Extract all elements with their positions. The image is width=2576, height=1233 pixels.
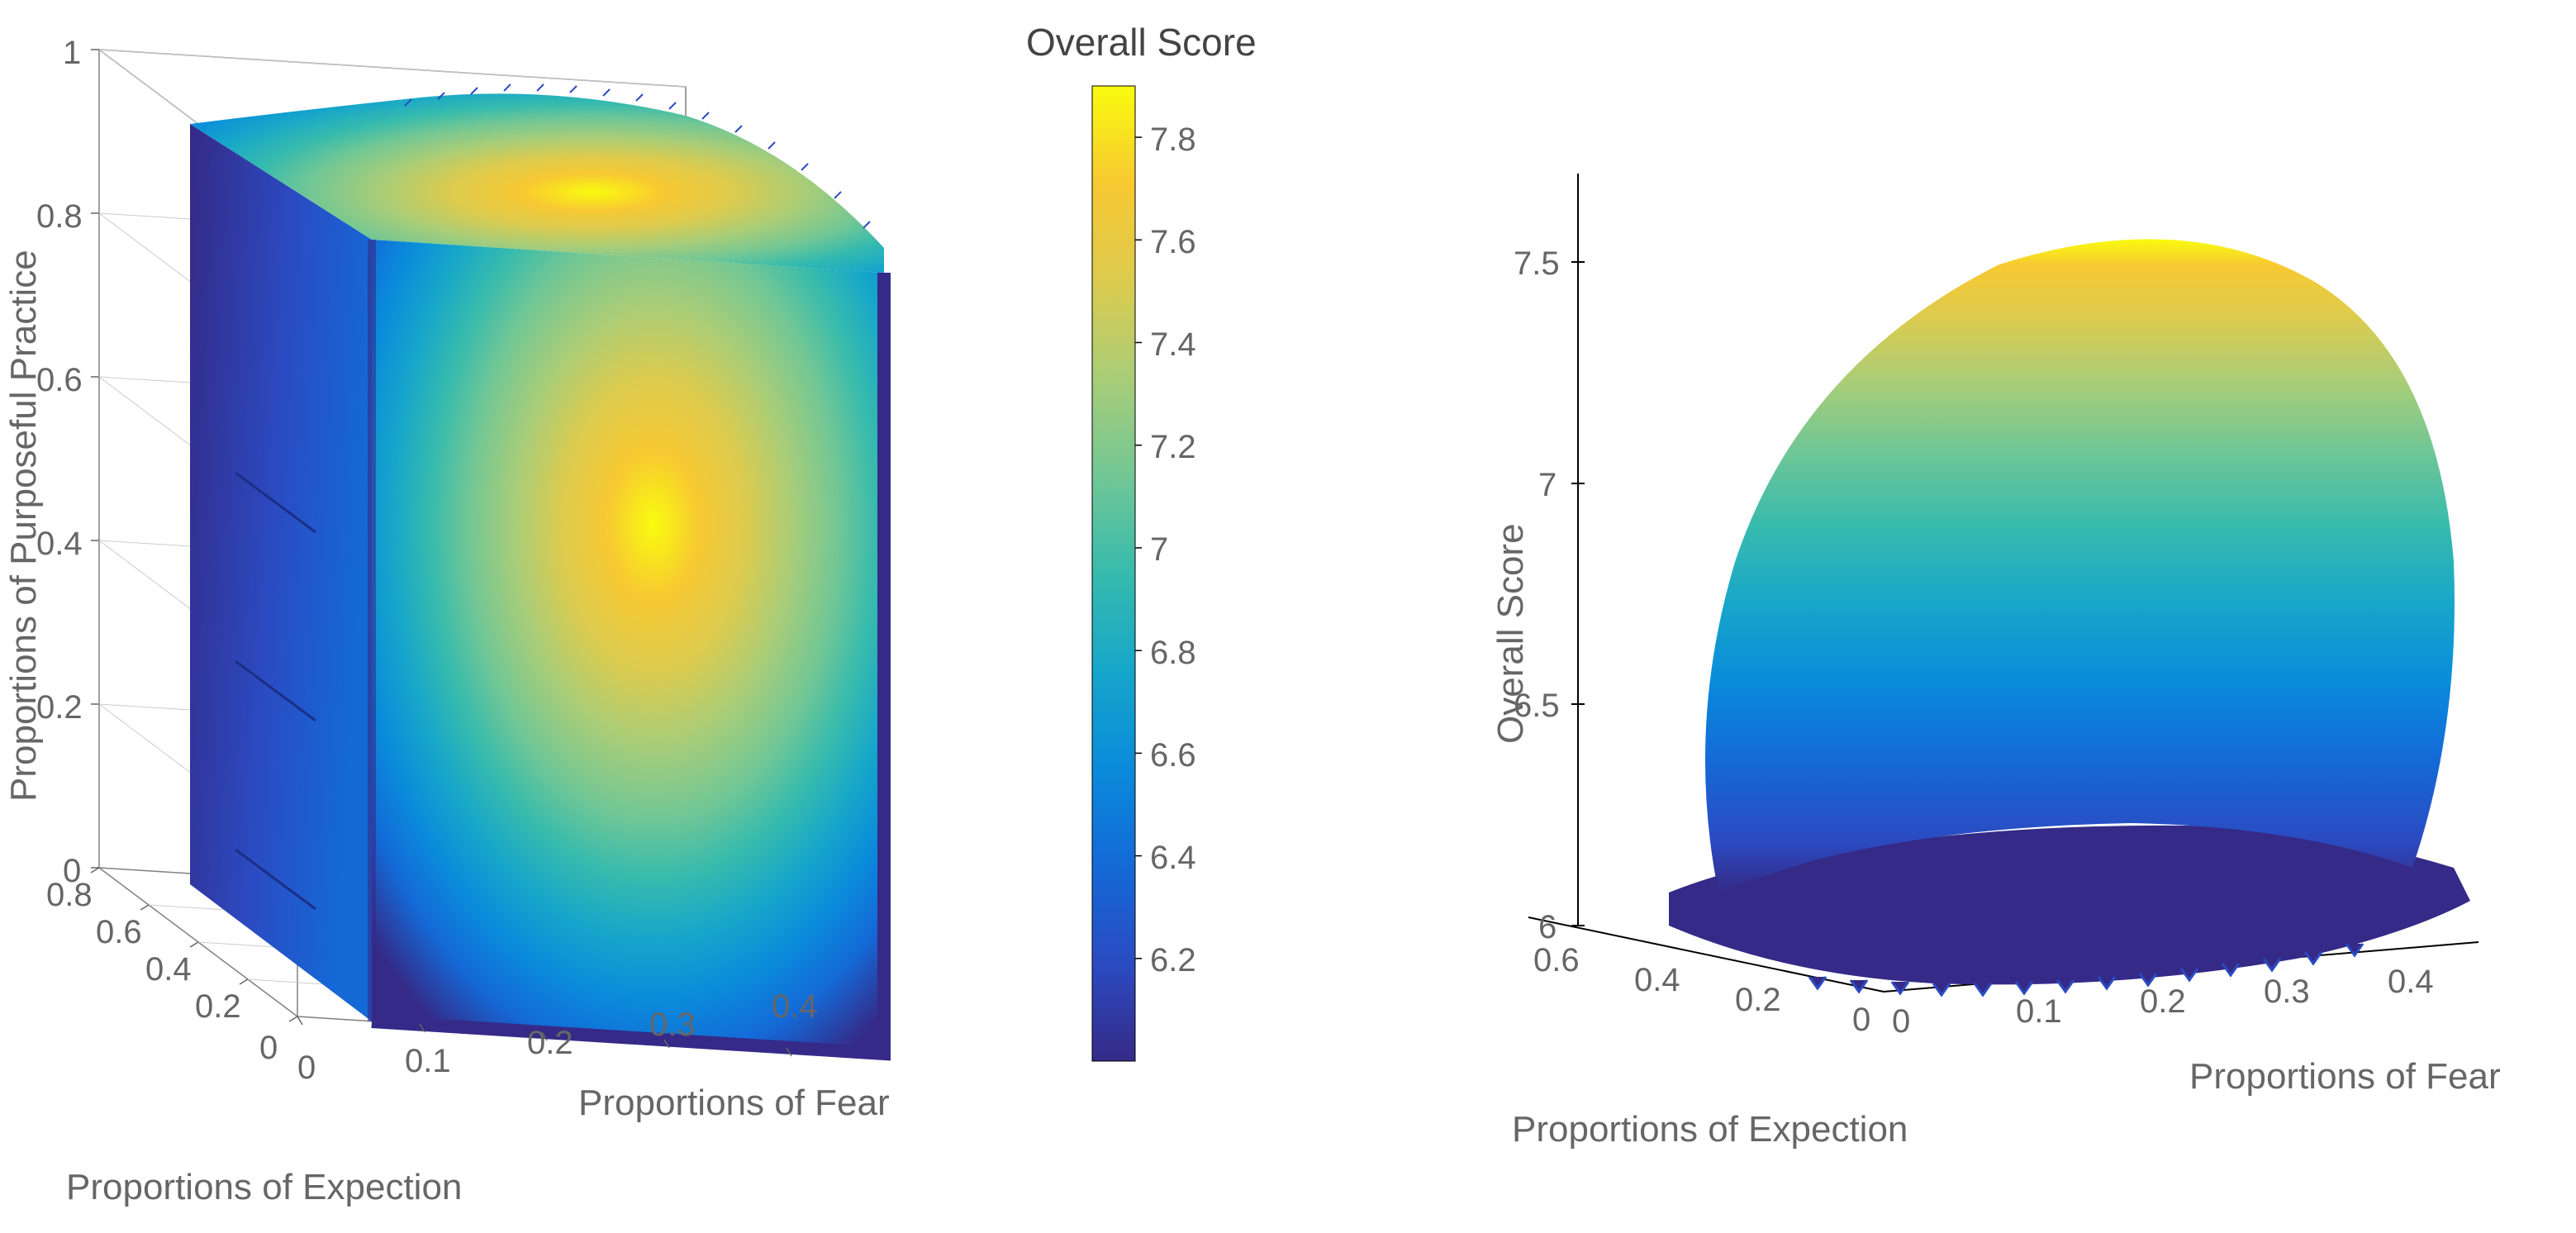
panel-right-svg bbox=[1421, 99, 2545, 1173]
cbar-tick-7p8: 7.8 bbox=[1150, 121, 1196, 159]
right-xtick-0p1: 0.1 bbox=[2016, 993, 2062, 1031]
right-xtick-0p2: 0.2 bbox=[2140, 983, 2186, 1021]
left-xtick-0p1: 0.1 bbox=[405, 1043, 451, 1080]
left-ytick-0p4: 0.4 bbox=[145, 951, 192, 988]
cbar-tick-6p2: 6.2 bbox=[1150, 942, 1196, 979]
left-ztick-1: 1 bbox=[63, 35, 81, 72]
right-ytick-0: 0 bbox=[1852, 1002, 1870, 1039]
panel-right: 6 6.5 7 7.5 0 0.2 0.4 0.6 0 0.1 0.2 0.3 … bbox=[1421, 99, 2545, 1173]
cbar-tick-7p6: 7.6 bbox=[1150, 224, 1196, 261]
left-ytick-0p2: 0.2 bbox=[195, 988, 241, 1026]
cbar-tick-7: 7 bbox=[1150, 531, 1168, 569]
left-volume bbox=[190, 84, 884, 1054]
left-xtick-0: 0 bbox=[297, 1050, 316, 1087]
left-xtick-0p4: 0.4 bbox=[772, 988, 818, 1026]
colorbar-panel: Overall Score bbox=[1084, 36, 1299, 1127]
right-ztick-7: 7 bbox=[1538, 467, 1557, 504]
cbar-tick-7p2: 7.2 bbox=[1150, 429, 1196, 466]
right-ytick-0p4: 0.4 bbox=[1634, 962, 1680, 999]
cbar-tick-6p8: 6.8 bbox=[1150, 635, 1196, 672]
right-xtick-0: 0 bbox=[1892, 1003, 1910, 1040]
left-zlabel: Proportions of Purposeful Practice bbox=[3, 250, 45, 802]
right-ylabel: Proportions of Expection bbox=[1512, 1109, 1908, 1150]
left-ztick-0p8: 0.8 bbox=[36, 198, 83, 236]
right-ytick-0p2: 0.2 bbox=[1735, 982, 1781, 1019]
colorbar-title: Overall Score bbox=[1026, 20, 1257, 64]
figure-root: 0 0.2 0.4 0.6 0.8 1 0 0.2 0.4 0.6 0.8 0 … bbox=[0, 0, 2576, 1233]
right-xlabel: Proportions of Fear bbox=[2189, 1056, 2501, 1097]
left-xtick-0p3: 0.3 bbox=[649, 1007, 696, 1044]
left-ytick-0: 0 bbox=[259, 1030, 278, 1067]
left-ytick-0p8: 0.8 bbox=[46, 877, 93, 914]
right-ztick-7p5: 7.5 bbox=[1514, 245, 1560, 283]
cbar-tick-7p4: 7.4 bbox=[1150, 326, 1196, 364]
right-surface bbox=[1669, 239, 2470, 995]
right-ytick-0p6: 0.6 bbox=[1533, 942, 1580, 979]
cbar-tick-6p4: 6.4 bbox=[1150, 840, 1196, 877]
left-xlabel: Proportions of Fear bbox=[578, 1083, 890, 1124]
cbar-tick-6p6: 6.6 bbox=[1150, 737, 1196, 774]
right-ztick-6: 6 bbox=[1538, 909, 1557, 946]
left-xtick-0p2: 0.2 bbox=[527, 1025, 573, 1062]
left-ylabel: Proportions of Expection bbox=[66, 1167, 462, 1208]
right-xtick-0p4: 0.4 bbox=[2388, 964, 2434, 1001]
panel-left: 0 0.2 0.4 0.6 0.8 1 0 0.2 0.4 0.6 0.8 0 … bbox=[50, 33, 1157, 1157]
left-ytick-0p6: 0.6 bbox=[96, 914, 142, 951]
right-zlabel: Overall Score bbox=[1490, 523, 1532, 744]
right-xtick-0p3: 0.3 bbox=[2264, 974, 2310, 1011]
